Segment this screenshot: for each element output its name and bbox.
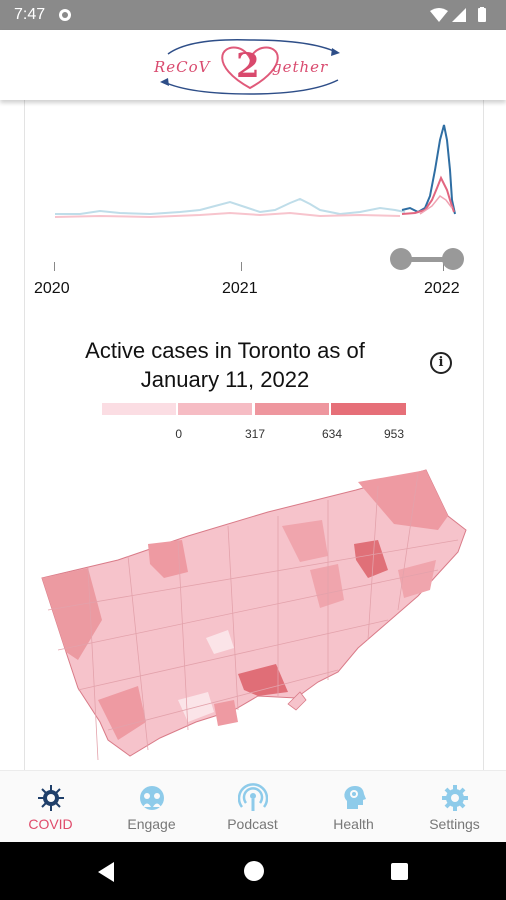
timeline-series-blue (401, 124, 456, 215)
legend-label-317: 317 (244, 427, 265, 441)
health-icon (344, 786, 366, 809)
map-region (214, 700, 238, 726)
nav-label-podcast: Podcast (227, 816, 278, 832)
recents-icon[interactable] (391, 863, 408, 880)
map-region (42, 568, 102, 660)
app-header: ReCoV 2 gether (0, 30, 506, 100)
legend-label-0: 0 (175, 427, 182, 441)
timeline-series-light-blue (55, 197, 406, 216)
status-bar: 7:47 (0, 0, 506, 30)
map-borders (47, 473, 459, 761)
map-region (238, 664, 288, 696)
status-icons (430, 7, 486, 22)
nav-item-settings[interactable]: Settings (404, 771, 505, 843)
back-icon[interactable] (96, 861, 116, 883)
timeline-chart (54, 124, 456, 219)
sync-icon (59, 9, 71, 21)
map-region (310, 564, 344, 608)
map-region (398, 560, 436, 598)
signal-icon (452, 8, 466, 22)
year-label-2021: 2021 (222, 280, 258, 297)
logo-text-right: gether (272, 58, 329, 76)
map-region (354, 540, 388, 578)
date-range-slider[interactable] (388, 246, 466, 272)
year-label-2020: 2020 (34, 280, 70, 297)
logo-text-left: ReCoV (154, 58, 211, 76)
toronto-islands (287, 691, 307, 711)
map-region (98, 686, 146, 740)
map-legend (102, 403, 406, 417)
nav-label-health: Health (333, 816, 374, 832)
virus-icon (38, 785, 64, 811)
bottom-navigation: COVID Engage Podcast Health (0, 770, 506, 842)
map-region (282, 520, 328, 562)
slider-rail (404, 257, 450, 262)
nav-label-covid: COVID (28, 816, 73, 832)
map-region (206, 630, 234, 654)
content-card (24, 100, 484, 770)
nav-item-podcast[interactable]: Podcast (202, 771, 303, 843)
legend-swatch-3 (255, 403, 329, 415)
map-title-line2: January 11, 2022 (140, 367, 310, 392)
legend-swatch-2 (178, 403, 252, 415)
year-tick-2022 (443, 262, 444, 271)
legend-label-634: 634 (321, 427, 342, 441)
legend-swatch-1 (102, 403, 176, 415)
wifi-icon (430, 8, 448, 22)
timeline-series-pink-b (419, 194, 453, 215)
legend-label-953: 953 (383, 427, 404, 441)
nav-item-health[interactable]: Health (303, 771, 404, 843)
nav-item-covid[interactable]: COVID (0, 771, 101, 843)
logo-number: 2 (236, 46, 260, 86)
map-region (148, 540, 188, 578)
nav-label-settings: Settings (429, 816, 480, 832)
gear-icon (442, 785, 468, 811)
system-navigation-bar (0, 842, 506, 900)
info-button[interactable]: i (430, 352, 452, 374)
year-tick-2021 (241, 262, 242, 271)
main-content[interactable]: 2020 2021 2022 Active cases in Toronto a… (0, 100, 506, 770)
legend-swatch-4 (331, 403, 406, 415)
toronto-case-map[interactable] (38, 460, 468, 770)
map-title-line1: Active cases in Toronto as of (85, 338, 365, 363)
timeline-series-pink (401, 175, 455, 215)
nav-label-engage: Engage (127, 816, 176, 832)
app-logo: ReCoV 2 gether (150, 36, 356, 96)
slider-handle-start[interactable] (390, 248, 412, 270)
engage-icon (140, 786, 164, 810)
case-timeline[interactable]: 2020 2021 2022 (0, 100, 506, 310)
battery-icon (478, 8, 486, 22)
status-time: 7:47 (14, 6, 46, 23)
map-region (358, 470, 448, 530)
year-tick-2020 (54, 262, 55, 271)
slider-handle-end[interactable] (442, 248, 464, 270)
podcast-icon (238, 783, 268, 811)
home-icon[interactable] (244, 861, 264, 881)
year-label-2022: 2022 (424, 280, 460, 297)
map-title: Active cases in Toronto as of January 11… (40, 336, 410, 394)
timeline-series-light-pink (54, 211, 401, 219)
nav-item-engage[interactable]: Engage (101, 771, 202, 843)
